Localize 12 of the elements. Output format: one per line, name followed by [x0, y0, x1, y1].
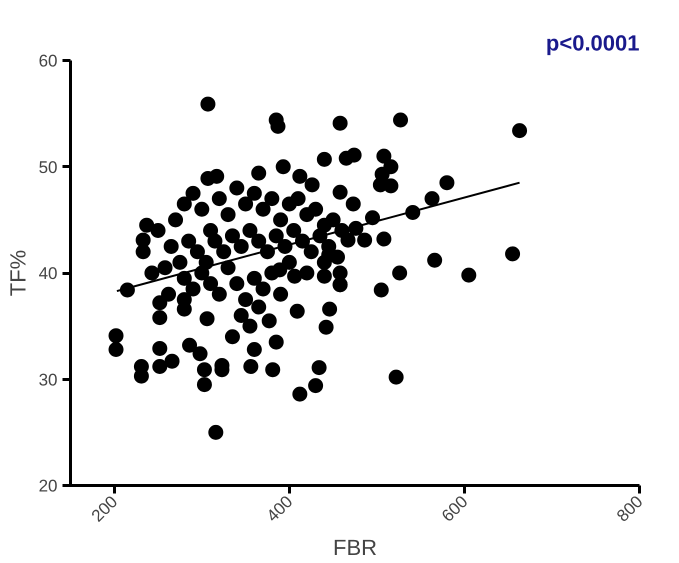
x-tick-label: 200 [88, 492, 122, 526]
text: p<0.0001 [546, 30, 640, 56]
y-tick-label: 20 [38, 476, 58, 496]
x-tick-label: 800 [613, 492, 647, 526]
y-tick-label: 30 [38, 370, 58, 390]
y-tick-label: 60 [38, 52, 58, 70]
x-tick-label: 400 [262, 492, 296, 526]
y-axis-title: TF% [6, 250, 31, 296]
x-tick-label: 600 [438, 492, 472, 526]
y-tick-label: 50 [38, 158, 58, 177]
y-tick-label: 40 [38, 264, 58, 283]
x-axis-title: FBR [333, 535, 377, 560]
